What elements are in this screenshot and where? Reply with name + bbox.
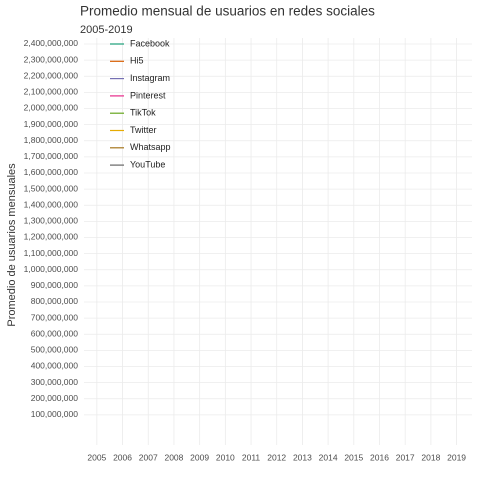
x-tick-label: 2017 bbox=[396, 452, 415, 462]
legend-label: Instagram bbox=[130, 73, 170, 83]
y-axis-label: Promedio de usuarios mensuales bbox=[6, 163, 18, 327]
y-tick-label: 1,300,000,000 bbox=[24, 216, 79, 226]
chart-subtitle: 2005-2019 bbox=[80, 24, 133, 36]
x-tick-label: 2011 bbox=[242, 452, 261, 462]
x-tick-label: 2010 bbox=[216, 452, 235, 462]
y-tick-label: 2,000,000,000 bbox=[24, 103, 79, 113]
legend-label: TikTok bbox=[130, 108, 156, 118]
x-tick-label: 2005 bbox=[87, 452, 106, 462]
x-tick-label: 2018 bbox=[421, 452, 440, 462]
legend-label: YouTube bbox=[130, 159, 165, 169]
y-tick-label: 400,000,000 bbox=[31, 361, 79, 371]
y-tick-label: 900,000,000 bbox=[31, 280, 79, 290]
y-tick-label: 1,200,000,000 bbox=[24, 232, 79, 242]
y-tick-label: 2,100,000,000 bbox=[24, 87, 79, 97]
x-tick-label: 2009 bbox=[190, 452, 209, 462]
x-tick-label: 2016 bbox=[370, 452, 389, 462]
y-tick-label: 1,700,000,000 bbox=[24, 151, 79, 161]
y-tick-label: 1,000,000,000 bbox=[24, 264, 79, 274]
y-tick-label: 1,400,000,000 bbox=[24, 199, 79, 209]
y-tick-label: 2,200,000,000 bbox=[24, 70, 79, 80]
x-tick-label: 2008 bbox=[164, 452, 183, 462]
chart-title: Promedio mensual de usuarios en redes so… bbox=[80, 4, 375, 19]
x-tick-label: 2012 bbox=[267, 452, 286, 462]
y-tick-label: 1,100,000,000 bbox=[24, 248, 79, 258]
y-tick-label: 2,300,000,000 bbox=[24, 54, 79, 64]
y-tick-label: 300,000,000 bbox=[31, 377, 79, 387]
x-tick-label: 2015 bbox=[344, 452, 363, 462]
y-tick-label: 1,500,000,000 bbox=[24, 183, 79, 193]
y-tick-label: 700,000,000 bbox=[31, 312, 79, 322]
x-tick-label: 2006 bbox=[113, 452, 132, 462]
y-tick-label: 2,400,000,000 bbox=[24, 38, 79, 48]
x-tick-label: 2019 bbox=[447, 452, 466, 462]
y-tick-label: 200,000,000 bbox=[31, 393, 79, 403]
x-tick-label: 2014 bbox=[319, 452, 338, 462]
y-tick-label: 800,000,000 bbox=[31, 296, 79, 306]
y-tick-label: 100,000,000 bbox=[31, 409, 79, 419]
y-tick-label: 500,000,000 bbox=[31, 345, 79, 355]
y-tick-label: 1,800,000,000 bbox=[24, 135, 79, 145]
legend-label: Facebook bbox=[130, 38, 170, 48]
legend-label: Pinterest bbox=[130, 90, 166, 100]
legend-label: Hi5 bbox=[130, 56, 144, 66]
legend-label: Whatsapp bbox=[130, 142, 171, 152]
legend-label: Twitter bbox=[130, 125, 157, 135]
x-tick-label: 2007 bbox=[139, 452, 158, 462]
y-tick-label: 1,600,000,000 bbox=[24, 167, 79, 177]
y-tick-label: 600,000,000 bbox=[31, 328, 79, 338]
y-tick-label: 1,900,000,000 bbox=[24, 119, 79, 129]
x-tick-label: 2013 bbox=[293, 452, 312, 462]
